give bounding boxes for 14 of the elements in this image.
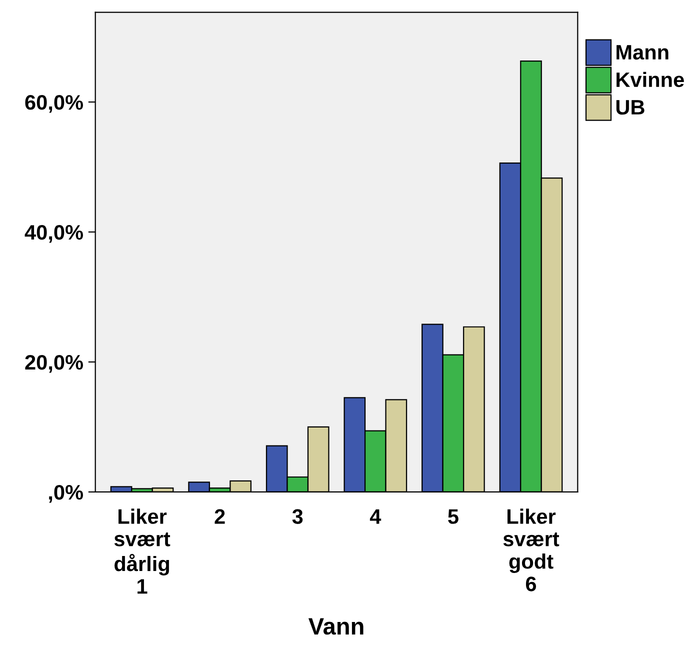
x-tick-label: 2 bbox=[214, 509, 225, 524]
legend-label: Mann bbox=[616, 45, 668, 60]
y-tick-label: 40,0% bbox=[24, 224, 83, 243]
x-tick-label: 4 bbox=[370, 509, 382, 524]
y-tick-label: ,0% bbox=[49, 484, 83, 503]
x-tick-label: 3 bbox=[292, 509, 303, 524]
x-tick-label: Liker svært godt 6 bbox=[503, 508, 560, 592]
y-tick-label: 60,0% bbox=[25, 95, 83, 113]
y-tick-label: 20,0% bbox=[25, 354, 83, 373]
x-axis-title: Vann bbox=[308, 618, 364, 635]
legend-label: Kvinne bbox=[616, 72, 684, 88]
legend-label: UB bbox=[616, 100, 644, 115]
x-tick-label: Liker svært dårlig 1 bbox=[114, 508, 170, 594]
x-tick-label: 5 bbox=[448, 509, 458, 524]
